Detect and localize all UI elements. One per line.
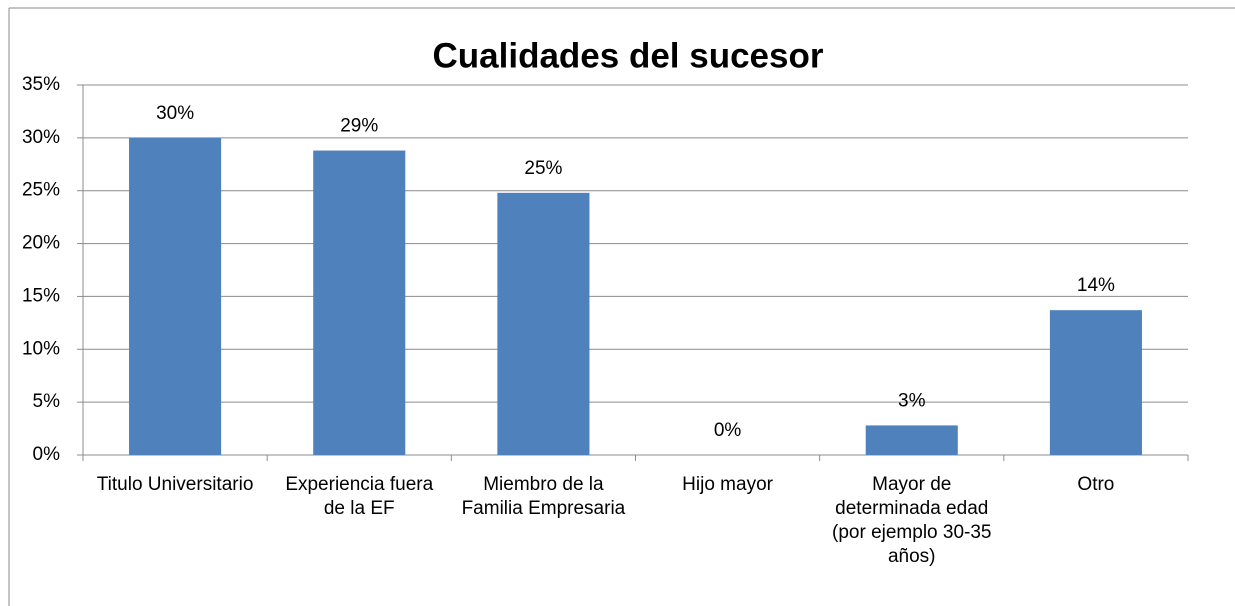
bar bbox=[865, 425, 958, 455]
x-tick-label: Titulo Universitario bbox=[96, 474, 254, 495]
data-label: 0% bbox=[714, 420, 742, 441]
data-label: 29% bbox=[340, 116, 378, 137]
y-tick-label: 5% bbox=[33, 391, 61, 412]
bar bbox=[1049, 310, 1142, 455]
bar bbox=[129, 137, 222, 455]
y-tick-label: 15% bbox=[22, 285, 60, 306]
y-tick-label: 10% bbox=[22, 338, 60, 359]
x-tick-label: Miembro de la Familia Empresaria bbox=[461, 474, 626, 519]
x-tick-label: Experiencia fuera de la EF bbox=[285, 474, 434, 519]
y-tick-label: 20% bbox=[22, 233, 60, 254]
bar bbox=[313, 150, 406, 456]
bar bbox=[497, 192, 590, 456]
chart-title: Cualidades del sucesor bbox=[433, 36, 824, 75]
y-tick-label: 35% bbox=[22, 74, 60, 95]
data-label: 14% bbox=[1077, 275, 1115, 296]
y-tick-label: 25% bbox=[22, 180, 60, 201]
y-tick-label: 30% bbox=[22, 127, 60, 148]
y-tick-label: 0% bbox=[33, 444, 61, 465]
x-tick-label: Hijo mayor bbox=[682, 474, 773, 495]
data-label: 25% bbox=[524, 158, 562, 179]
data-label: 3% bbox=[898, 390, 926, 411]
x-tick-label: Mayor de determinada edad (por ejemplo 3… bbox=[832, 474, 992, 567]
x-tick-label: Otro bbox=[1077, 474, 1115, 495]
data-label: 30% bbox=[156, 103, 194, 124]
